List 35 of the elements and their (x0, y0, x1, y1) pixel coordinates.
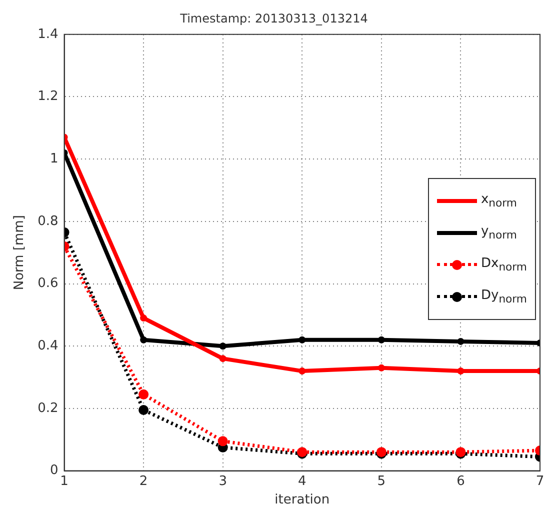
y-tick-label: 0.6 (38, 276, 58, 292)
legend-label: x$_{norm}$ (480, 192, 517, 210)
y-tick-label: 1.4 (38, 26, 58, 42)
point (140, 314, 148, 322)
point (457, 338, 464, 345)
point (218, 436, 228, 446)
x-axis-title: iteration (274, 492, 330, 508)
y-axis-title: Norm [mm] (12, 215, 28, 290)
x-tick-label: 6 (456, 474, 465, 489)
y-tick-label: 0.8 (38, 214, 58, 229)
y-tick-label: 0.4 (38, 338, 58, 354)
x-tick-label: 2 (139, 474, 148, 489)
point (457, 368, 464, 375)
point (219, 355, 226, 362)
point (378, 336, 385, 344)
point (138, 389, 149, 400)
x-tick-label: 1 (60, 474, 68, 489)
point (219, 342, 226, 350)
chart-title: Timestamp: 20130313_013214 (179, 11, 368, 26)
y-tick-label: 0 (50, 463, 58, 478)
point (138, 405, 149, 416)
legend-label: Dy$_{norm}$ (480, 288, 527, 306)
x-tick-label: 7 (536, 474, 544, 489)
y-tick-label: 1.2 (38, 89, 58, 104)
point (298, 336, 306, 344)
x-tick-label: 5 (377, 474, 386, 489)
y-tick-label: 1 (50, 151, 58, 166)
x-tick-label: 4 (298, 474, 306, 489)
legend-label: Dx$_{norm}$ (480, 256, 527, 274)
point (378, 364, 385, 372)
point (140, 336, 148, 344)
legend-label: y$_{norm}$ (480, 224, 517, 242)
y-tick-label: 0.2 (38, 400, 58, 416)
x-tick-label: 3 (218, 474, 227, 489)
point (298, 368, 306, 375)
